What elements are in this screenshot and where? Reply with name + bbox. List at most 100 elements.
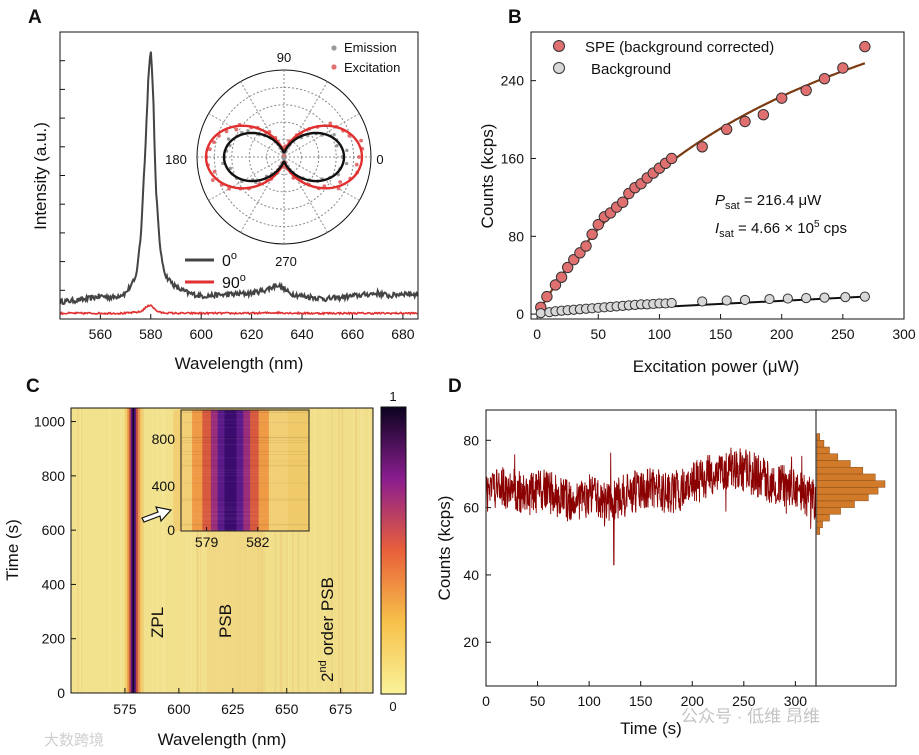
colorbar-max-label: 1 — [389, 389, 396, 404]
panel-b-spe-point — [580, 240, 592, 252]
polar-label-90: 90 — [277, 50, 291, 65]
panel-c-streak — [338, 408, 340, 693]
panel-c-streak — [292, 408, 294, 693]
panel-c-inset-noise — [181, 426, 309, 428]
panel-c-zpl-stripe — [130, 408, 134, 693]
polar-excitation-point — [359, 138, 363, 143]
panel-b-xtick-label: 0 — [533, 326, 541, 342]
panel-c-psb-label: PSB — [216, 604, 235, 638]
panel-c-inset: 579 582 800 400 0 — [152, 410, 309, 550]
legend-b-spe-marker — [553, 40, 565, 52]
panel-c-streak — [186, 408, 189, 693]
panel-c-streak — [196, 408, 198, 693]
polar-excitation-fit — [204, 124, 364, 190]
panel-c-streak — [142, 408, 144, 693]
panel-b-ytick-label: 0 — [516, 306, 524, 322]
panel-a-xtick-label: 640 — [290, 326, 314, 342]
panel-c-inset-noise — [181, 454, 309, 455]
panel-c-streak — [279, 408, 282, 693]
panel-c-inset-noise — [181, 437, 309, 439]
panel-c-xlabel: Wavelength (nm) — [158, 730, 287, 749]
panel-c-inset-noise — [181, 422, 309, 424]
panel-a-xtick-label: 620 — [240, 326, 264, 342]
polar-grid-circle — [231, 104, 337, 210]
panel-d-ylabel: Counts (kcps) — [435, 496, 454, 601]
panel-c-ytick-label: 1000 — [34, 414, 65, 430]
panel-a-chart: 560 580 600 620 640 660 680 — [60, 51, 418, 342]
panel-c-streak — [120, 408, 122, 693]
legend-a-0deg: 0o — [222, 250, 237, 270]
panel-c-inset-noise — [181, 465, 309, 467]
panel-a-plot-area — [60, 51, 418, 316]
panel-c-inset-band — [224, 410, 237, 531]
panel-b-chart: 0 50 100 150 200 250 300 0 80 160 240 — [501, 40, 916, 342]
panel-c-streak — [77, 408, 79, 693]
panel-c-streak — [362, 408, 364, 693]
panel-b-spe-point — [818, 72, 831, 85]
panel-c-inset-noise — [181, 450, 309, 452]
polar-excitation-point — [234, 127, 239, 132]
panel-c-zpl-label: ZPL — [148, 607, 167, 638]
panel-c-streak — [287, 408, 289, 693]
polar-excitation-point — [328, 121, 333, 126]
panel-c-inset-noise — [181, 482, 309, 484]
panel-b-xtick-label: 250 — [831, 326, 855, 342]
panel-c-zpl-stripe — [138, 408, 141, 693]
colorbar — [380, 406, 407, 695]
panel-label-c: C — [26, 376, 40, 397]
panel-a-frame — [59, 31, 419, 320]
watermark-left: 大数跨境 — [44, 731, 104, 749]
panel-d-histogram-bar — [816, 473, 876, 481]
panel-c-ytick-label: 600 — [42, 522, 66, 538]
polar-legend-emission-marker — [331, 45, 337, 51]
panel-c-streak — [281, 408, 283, 693]
panel-d-ytick-label: 60 — [463, 500, 479, 516]
panel-c-inset-noise — [181, 506, 309, 508]
polar-emission-point — [228, 166, 233, 171]
panel-b-background-point — [764, 293, 775, 305]
polar-emission-point — [282, 156, 286, 161]
panel-b-background-point — [859, 291, 870, 302]
panel-c-streak — [313, 408, 316, 693]
panel-c-inset-noise — [181, 460, 309, 462]
panel-c-streak — [197, 408, 199, 693]
panel-d-histogram-bar — [816, 453, 839, 461]
polar-excitation-point — [212, 169, 217, 174]
panel-c-inset-noise — [181, 412, 309, 414]
panel-c-inset-noise — [181, 474, 309, 476]
panel-c-inset-noise — [181, 412, 309, 414]
panel-c-inset-frame — [180, 409, 310, 532]
legend-b-background-marker — [553, 62, 565, 74]
panel-b-frame — [530, 31, 905, 320]
panel-c-inset-noise — [181, 457, 309, 459]
panel-c-streak — [201, 408, 203, 693]
panel-c-streak — [79, 408, 82, 693]
panel-c-streak — [151, 408, 153, 693]
panel-c-inset-noise — [181, 437, 309, 439]
panel-c-zpl-stripe — [140, 408, 144, 693]
panel-c-streak — [80, 408, 82, 693]
panel-b-spe-point — [720, 123, 733, 135]
polar-emission-fit — [222, 131, 346, 183]
panel-b-spe-point — [739, 115, 751, 128]
panel-a-series-0o — [60, 51, 418, 306]
panel-b-ytick-label: 240 — [501, 73, 525, 89]
legend-a-90deg: 90o — [222, 272, 246, 292]
panel-b-background-point — [819, 292, 830, 303]
panel-c-streak — [200, 408, 202, 693]
panel-b-background-point — [535, 308, 546, 319]
panel-c-ytick-label: 200 — [42, 631, 66, 647]
panel-c-inset-noise — [181, 440, 309, 441]
polar-excitation-point — [212, 140, 216, 145]
panel-b-background-point — [697, 296, 708, 307]
panel-d-histogram-bar — [816, 500, 855, 508]
panel-c-inset-noise — [181, 519, 309, 520]
panel-c-inset-noise — [181, 502, 309, 504]
panel-c-psb2-label: 2nd order PSB — [317, 577, 337, 682]
panel-d-chart: 0 50 100 150 200 250 300 20 40 60 80 — [463, 432, 886, 709]
panel-c-inset-noise — [181, 419, 309, 421]
panel-b-isat-annotation: Isat = 4.66 × 105 cps — [715, 219, 847, 240]
panel-c-inset-noise — [181, 412, 309, 413]
panel-a-xtick-label: 680 — [391, 326, 415, 342]
